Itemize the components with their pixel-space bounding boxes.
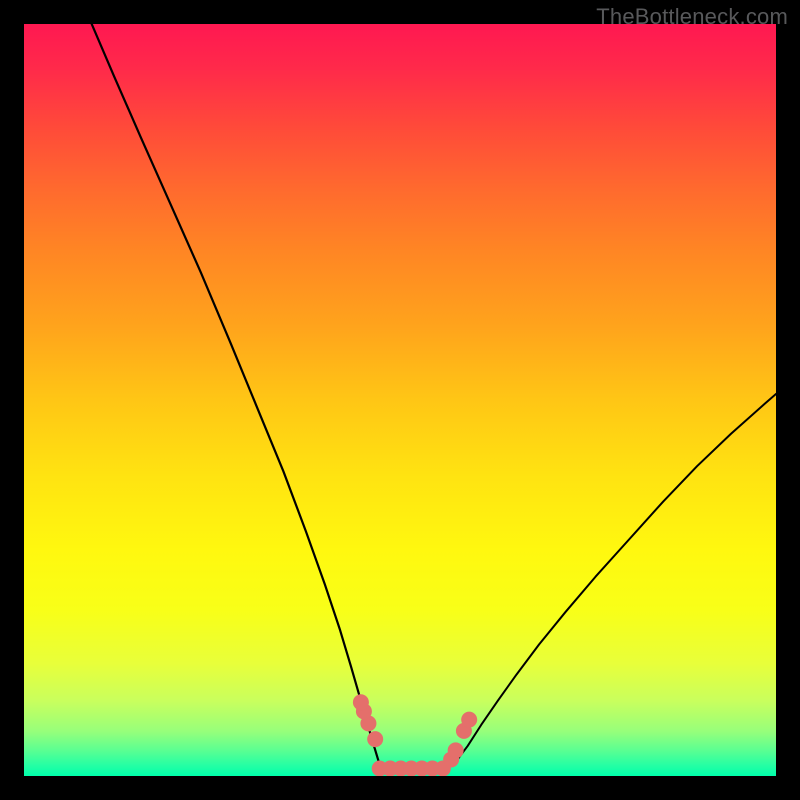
marker-dot [461,712,477,728]
figure-frame: TheBottleneck.com [0,0,800,800]
marker-dot [448,742,464,758]
plot-area [24,24,776,776]
marker-dot [353,694,369,710]
chart-svg [24,24,776,776]
marker-dot [367,731,383,747]
gradient-background [24,24,776,776]
watermark-text: TheBottleneck.com [596,4,788,30]
marker-band-bottom [372,760,451,776]
